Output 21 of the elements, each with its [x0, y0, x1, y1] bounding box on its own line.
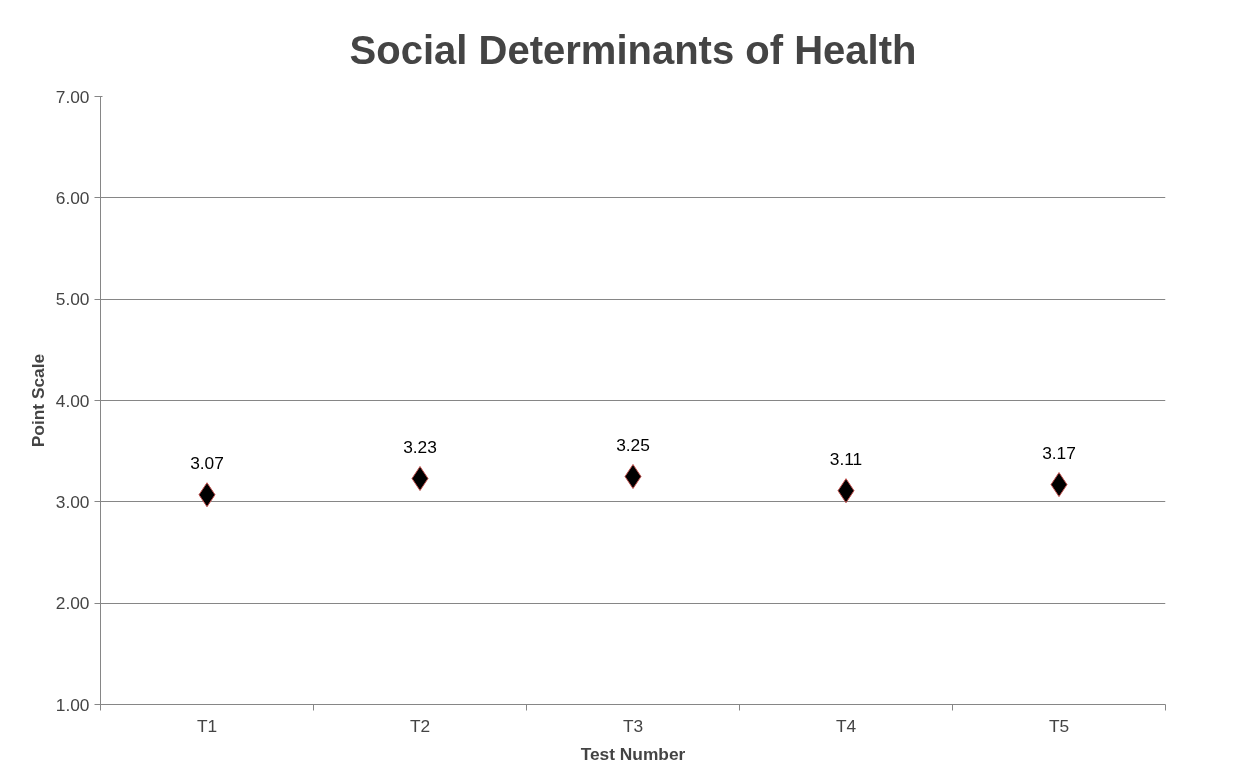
x-tick-label: T5 [1048, 715, 1070, 736]
data-label: 3.23 [403, 436, 437, 457]
x-axis-title: Test Number [580, 743, 686, 764]
y-tick-label: 4.00 [55, 390, 90, 411]
data-label: 3.25 [616, 434, 650, 455]
y-tick-label: 7.00 [55, 86, 90, 107]
y-tick-label: 5.00 [55, 289, 90, 310]
data-label: 3.17 [1042, 442, 1076, 463]
x-tick-label: T4 [835, 715, 857, 736]
chart-title: Social Determinants of Health [349, 27, 917, 72]
y-tick-label: 6.00 [55, 187, 90, 208]
y-tick-label: 2.00 [55, 593, 90, 614]
point [624, 464, 642, 489]
x-tick-label: T2 [409, 715, 431, 736]
data-label: 3.11 [829, 448, 863, 469]
y-tick-label: 3.00 [55, 491, 90, 512]
y-axis-title: Point Scale [27, 353, 48, 448]
data-label: 3.07 [190, 452, 224, 473]
y-tick-label: 1.00 [55, 694, 90, 715]
x-tick-label: T1 [196, 715, 218, 736]
x-tick-label: T3 [622, 715, 644, 736]
